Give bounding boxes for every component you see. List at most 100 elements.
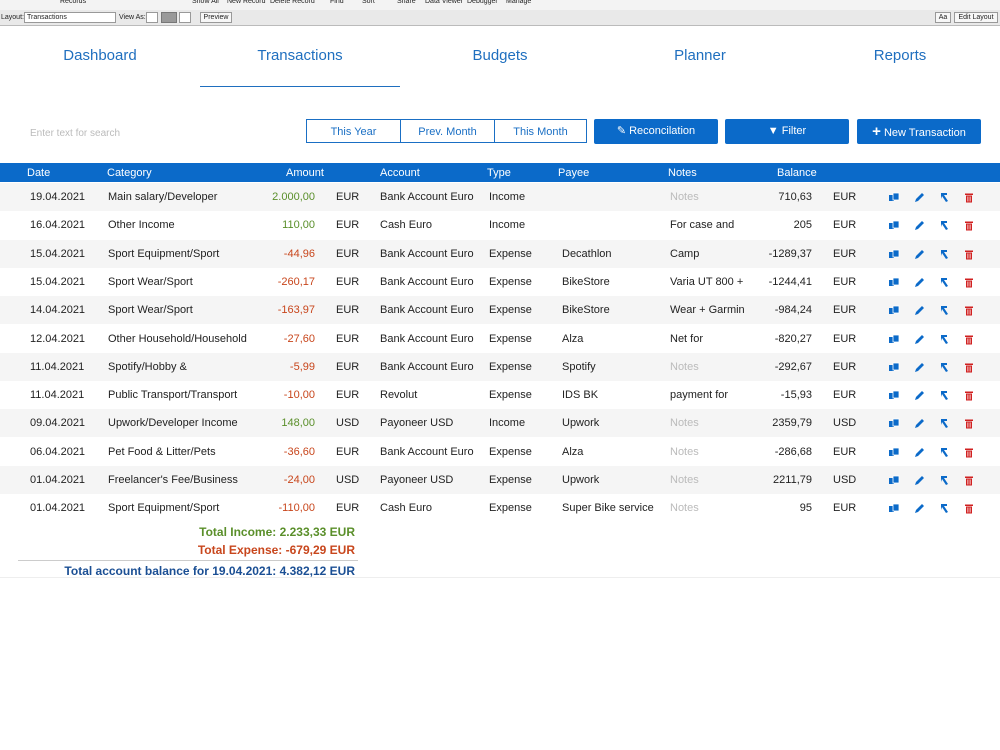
- toolbar-item[interactable]: Records: [60, 0, 87, 5]
- edit-icon[interactable]: [913, 191, 925, 203]
- edit-icon[interactable]: [913, 219, 925, 231]
- delete-icon[interactable]: [963, 417, 975, 429]
- open-icon[interactable]: [938, 389, 950, 401]
- delete-icon[interactable]: [963, 191, 975, 203]
- open-icon[interactable]: [938, 276, 950, 288]
- delete-icon[interactable]: [963, 474, 975, 486]
- edit-icon[interactable]: [913, 389, 925, 401]
- open-icon[interactable]: [938, 502, 950, 514]
- cell: 110,00: [282, 219, 315, 232]
- period-button[interactable]: This Month: [494, 119, 587, 143]
- duplicate-icon[interactable]: [888, 248, 900, 260]
- duplicate-icon[interactable]: [888, 446, 900, 458]
- cell: -36,60: [283, 445, 315, 458]
- table-row[interactable]: 06.04.2021 Pet Food & Litter/Pets -36,60 EU…: [0, 437, 1000, 466]
- nav-tab[interactable]: Transactions: [257, 47, 343, 64]
- icon: ✎: [616, 125, 630, 137]
- delete-icon[interactable]: [963, 304, 975, 316]
- layout-select[interactable]: Transactions: [24, 12, 116, 23]
- table-row[interactable]: 01.04.2021 Sport Equipment/Sport -110,00 EU…: [0, 494, 1000, 523]
- delete-icon[interactable]: [963, 361, 975, 373]
- view-list[interactable]: [161, 12, 177, 23]
- table-row[interactable]: 14.04.2021 Sport Wear/Sport -163,97 EUR Bank…: [0, 296, 1000, 325]
- duplicate-icon[interactable]: [888, 361, 900, 373]
- delete-icon[interactable]: [963, 219, 975, 231]
- delete-icon[interactable]: [963, 389, 975, 401]
- duplicate-icon[interactable]: [888, 333, 900, 345]
- search-input[interactable]: Enter text for search: [30, 128, 121, 139]
- table-row[interactable]: 01.04.2021 Freelancer's Fee/Business -24,0…: [0, 466, 1000, 494]
- edit-icon[interactable]: [913, 502, 925, 514]
- table-row[interactable]: 11.04.2021 Spotify/Hobby & -5,99 EUR Bank Ac…: [0, 352, 1000, 381]
- edit-icon[interactable]: [913, 361, 925, 373]
- table-row[interactable]: 11.04.2021 Public Transport/Transport -10,…: [0, 381, 1000, 410]
- toolbar-item[interactable]: New Record: [227, 0, 266, 5]
- edit-icon[interactable]: [913, 446, 925, 458]
- edit-icon[interactable]: [913, 417, 925, 429]
- action-button[interactable]: ✎ Reconcilation: [594, 119, 718, 144]
- view-table[interactable]: [179, 12, 191, 23]
- column-header: Account: [380, 167, 420, 179]
- cell: Expense: [489, 247, 532, 260]
- toolbar-item[interactable]: Debugger: [467, 0, 498, 5]
- duplicate-icon[interactable]: [888, 219, 900, 231]
- preview-button[interactable]: Preview: [200, 12, 232, 23]
- open-icon[interactable]: [938, 333, 950, 345]
- table-row[interactable]: 09.04.2021 Upwork/Developer Income 148,00 U…: [0, 409, 1000, 438]
- cell: Pet Food & Litter/Pets: [108, 445, 216, 458]
- toolbar-item[interactable]: Data Viewer: [425, 0, 464, 5]
- table-row[interactable]: 15.04.2021 Sport Equipment/Sport -44,96 EUR…: [0, 239, 1000, 268]
- open-icon[interactable]: [938, 304, 950, 316]
- duplicate-icon[interactable]: [888, 304, 900, 316]
- duplicate-icon[interactable]: [888, 276, 900, 288]
- nav-tab[interactable]: Budgets: [472, 47, 528, 64]
- nav-tab[interactable]: Dashboard: [63, 47, 137, 64]
- cell: Decathlon: [562, 247, 612, 260]
- table-row[interactable]: 12.04.2021 Other Household/Household -27,6…: [0, 324, 1000, 353]
- edit-layout-button[interactable]: Edit Layout: [954, 12, 998, 23]
- duplicate-icon[interactable]: [888, 417, 900, 429]
- open-icon[interactable]: [938, 446, 950, 458]
- toolbar-item[interactable]: Share: [397, 0, 416, 5]
- duplicate-icon[interactable]: [888, 502, 900, 514]
- table-row[interactable]: 16.04.2021 Other Income 110,00 EUR Cash Euro…: [0, 211, 1000, 240]
- edit-icon[interactable]: [913, 276, 925, 288]
- period-button[interactable]: Prev. Month: [400, 119, 495, 143]
- toolbar-item[interactable]: Delete Record: [270, 0, 315, 5]
- edit-icon[interactable]: [913, 474, 925, 486]
- nav-tab[interactable]: Planner: [674, 47, 726, 64]
- table-row[interactable]: 19.04.2021 Main salary/Developer 2.000,00 E…: [0, 183, 1000, 211]
- edit-icon[interactable]: [913, 333, 925, 345]
- delete-icon[interactable]: [963, 333, 975, 345]
- duplicate-icon[interactable]: [888, 474, 900, 486]
- open-icon[interactable]: [938, 474, 950, 486]
- toolbar-item[interactable]: Show All: [192, 0, 219, 5]
- delete-icon[interactable]: [963, 248, 975, 260]
- toolbar-item[interactable]: Find: [330, 0, 344, 5]
- view-form[interactable]: [146, 12, 158, 23]
- delete-icon[interactable]: [963, 502, 975, 514]
- nav-tab[interactable]: Reports: [873, 47, 927, 64]
- font-button[interactable]: Aa: [935, 12, 951, 23]
- edit-icon[interactable]: [913, 248, 925, 260]
- edit-icon[interactable]: [913, 304, 925, 316]
- open-icon[interactable]: [938, 191, 950, 203]
- duplicate-icon[interactable]: [888, 191, 900, 203]
- action-button[interactable]: ▼ Filter: [725, 119, 849, 144]
- cell: Alza: [562, 445, 584, 458]
- toolbar-item[interactable]: Sort: [362, 0, 375, 5]
- period-button[interactable]: This Year: [306, 119, 401, 143]
- action-button[interactable]: + New Transaction: [857, 119, 981, 144]
- open-icon[interactable]: [938, 417, 950, 429]
- open-icon[interactable]: [938, 219, 950, 231]
- duplicate-icon[interactable]: [888, 389, 900, 401]
- table-row[interactable]: 15.04.2021 Sport Wear/Sport -260,17 EUR Bank…: [0, 267, 1000, 296]
- open-icon[interactable]: [938, 248, 950, 260]
- icon-graphic: [889, 418, 900, 428]
- delete-icon[interactable]: [963, 446, 975, 458]
- icon-graphic: [915, 476, 924, 485]
- cell: Public Transport/Transport: [108, 389, 238, 402]
- toolbar-item[interactable]: Manage: [506, 0, 532, 5]
- open-icon[interactable]: [938, 361, 950, 373]
- delete-icon[interactable]: [963, 276, 975, 288]
